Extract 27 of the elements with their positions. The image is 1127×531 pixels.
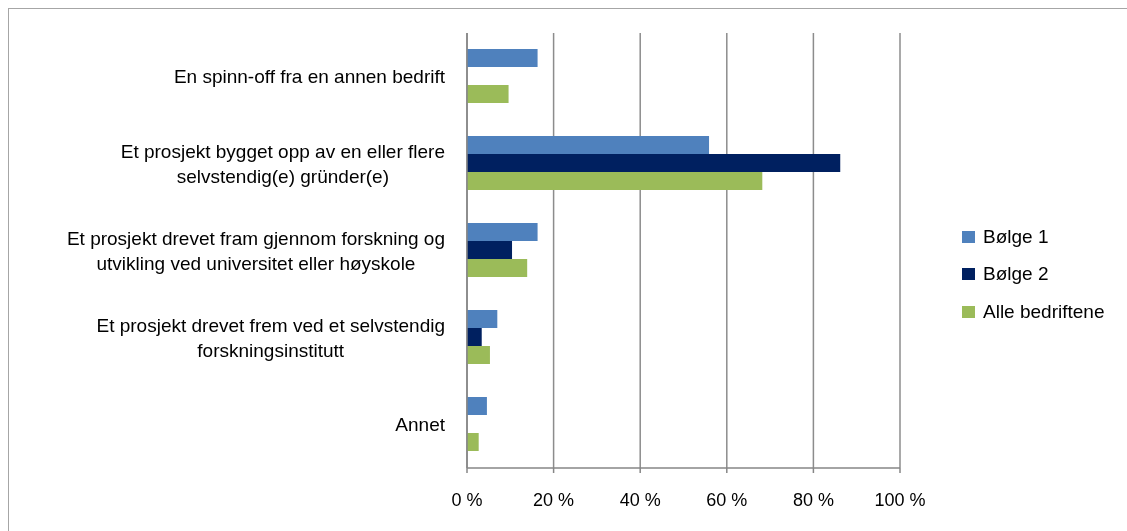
y-tick-label: Et prosjekt drevet frem ved et selvstendig forskningsinstitutt <box>96 314 445 361</box>
bar <box>467 328 482 346</box>
x-tick-label: 80 % <box>792 489 834 510</box>
bar <box>467 223 538 241</box>
bar <box>467 259 528 277</box>
bar <box>467 310 498 328</box>
x-tick-label: 100 % <box>874 489 926 510</box>
bar <box>467 241 513 259</box>
bar <box>467 172 763 190</box>
x-tick-label: 40 % <box>619 489 661 510</box>
y-tick-label: Et prosjekt drevet fram gjennom forskning og utvikling ved universitet eller høyskole <box>66 227 445 274</box>
bar <box>467 49 538 67</box>
x-tick-label: 60 % <box>706 489 748 510</box>
bar <box>467 397 487 415</box>
bar <box>467 154 841 172</box>
y-tick-label: En spinn-off fra en annen bedrift <box>173 66 446 88</box>
legend-label: Alle bedriftene <box>983 300 1105 323</box>
y-tick-label: Et prosjekt bygget opp av en eller flere selvstendig(e) gründer(e) <box>120 140 445 187</box>
bar <box>467 433 479 451</box>
y-tick-label: Annet <box>395 414 446 436</box>
legend-label: Bølge 1 <box>983 225 1049 248</box>
x-tick-label: 0 % <box>451 489 483 510</box>
x-tick-label: 20 % <box>533 489 575 510</box>
bar <box>467 85 509 103</box>
bar <box>467 136 710 154</box>
bar <box>467 346 490 364</box>
legend-label: Bølge 2 <box>983 263 1049 286</box>
